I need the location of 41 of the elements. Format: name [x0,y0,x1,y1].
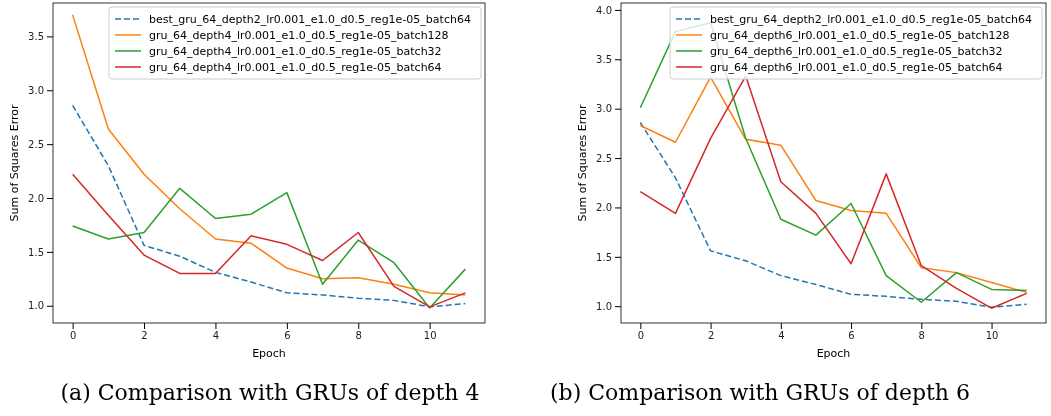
y-axis-title: Sum of Squares Error [8,104,21,222]
x-tick-label: 8 [918,330,925,342]
legend-label: gru_64_depth4_lr0.001_e1.0_d0.5_reg1e-05_batch64 [149,61,442,74]
y-axis-title: Sum of Squares Error [576,104,589,222]
x-tick-label: 4 [212,330,220,342]
text: (a) Comparison with GRUs of depth 4 [60,380,480,405]
legend-label: gru_64_depth6_lr0.001_e1.0_d0.5_reg1e-05_batch128 [710,29,1010,42]
y-tick-label: 3.5 [596,54,612,65]
y-tick-label: 2.0 [28,192,44,204]
x-tick-label: 8 [355,330,362,342]
legend-label: best_gru_64_depth2_lr0.001_e1.0_d0.5_reg1e-05_batch64 [710,13,1032,26]
legend-label: best_gru_64_depth2_lr0.001_e1.0_d0.5_reg1e-05_batch64 [149,13,471,26]
legend-label: gru_64_depth4_lr0.001_e1.0_d0.5_reg1e-05_batch128 [149,29,449,42]
line-series [639,121,1028,308]
x-tick-label: 0 [69,330,77,342]
x-tick-label: 10 [985,330,999,342]
y-tick-label: 3.5 [28,31,44,43]
y-tick-label: 1.5 [28,246,44,258]
x-tick-label: 6 [848,330,855,342]
y-tick-label: 3.0 [28,84,44,96]
x-tick-label: 6 [284,330,291,342]
y-tick-label: 2.5 [28,138,44,150]
x-tick-label: 2 [141,330,148,342]
legend-label: gru_64_depth6_lr0.001_e1.0_d0.5_reg1e-05_batch32 [710,45,1003,58]
x-axis-title: Epoch [252,347,286,360]
x-tick-label: 10 [423,330,437,342]
x-tick-label: 0 [637,330,645,342]
text: (b) Comparison with GRUs of depth 6 [549,380,971,405]
x-tick-label: 2 [707,330,715,342]
legend-label: gru_64_depth6_lr0.001_e1.0_d0.5_reg1e-05_batch64 [710,61,1003,74]
y-tick-label: 4.0 [596,4,612,16]
x-tick-label: 4 [778,330,785,342]
y-tick-label: 1.0 [596,300,612,312]
y-tick-label: 1.0 [28,300,44,312]
y-tick-label: 2.0 [596,202,612,214]
y-tick-label: 3.0 [596,103,612,115]
y-tick-label: 2.5 [596,152,612,164]
line-series [71,104,467,308]
y-tick-label: 1.5 [596,251,612,263]
x-axis-title: Epoch [816,347,851,360]
legend-label: gru_64_depth4_lr0.001_e1.0_d0.5_reg1e-05_batch32 [149,45,442,58]
